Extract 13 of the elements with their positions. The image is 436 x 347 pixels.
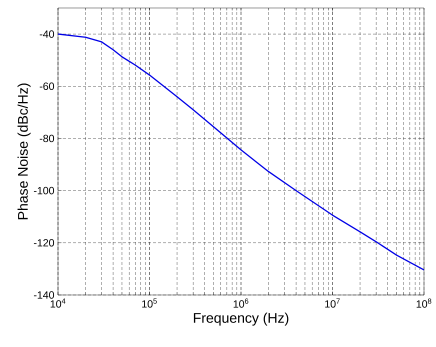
y-tick-label: -60 [40,82,54,90]
x-axis-title: Frequency (Hz) [194,312,288,326]
y-tick-label: -40 [40,30,54,38]
y-tick-label: -100 [34,186,54,194]
y-tick-label: -80 [40,134,54,142]
x-tick-label: 10$^{5}$ [142,298,157,308]
x-tick-label: 10$^{8}$ [416,298,432,308]
y-tick-label: -120 [34,239,54,247]
y-tick-label: -140 [34,291,54,299]
y-axis-title: Phase Noise (dBc/Hz) [18,84,31,220]
x-tick-label: 10$^{7}$ [325,298,340,308]
x-tick-label: 10$^{4}$ [50,298,66,308]
x-tick-label: 10$^{6}$ [234,298,248,308]
